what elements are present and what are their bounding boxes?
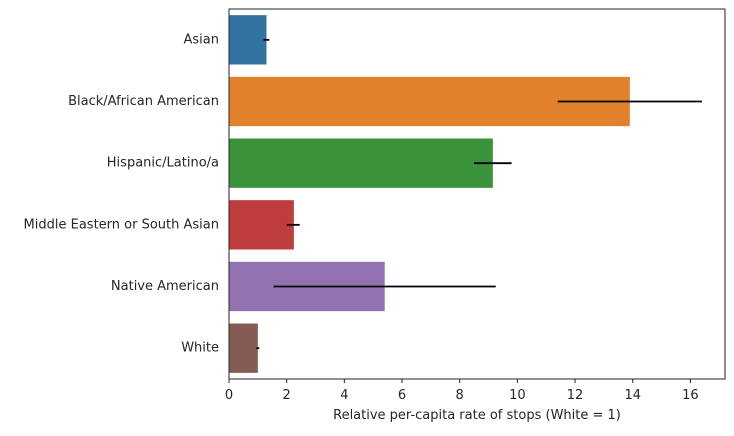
x-tick-label: 12 [567,388,584,403]
x-tick-label: 2 [283,388,291,403]
x-tick-label: 10 [509,388,526,403]
y-tick-label: Asian [184,32,219,47]
x-axis-label: Relative per-capita rate of stops (White… [333,408,621,423]
bar-white [229,323,258,373]
y-tick-label: Hispanic/Latino/a [107,156,219,171]
y-tick-label: Middle Eastern or South Asian [24,217,219,232]
x-tick-label: 16 [682,388,699,403]
x-tick-label: 4 [340,388,348,403]
x-axis-ticks: 0 2 4 6 8 10 12 14 16 [225,379,699,403]
bar-middle-eastern-or-south-asian [229,200,294,250]
x-tick-label: 14 [624,388,641,403]
y-axis-labels: Asian Black/African American Hispanic/Lati… [24,32,219,355]
x-tick-label: 0 [225,388,233,403]
bar-asian [229,15,267,65]
bar-hispanic-latino-a [229,138,493,188]
plot-frame [228,8,726,380]
y-tick-label: Native American [111,279,219,294]
y-tick-label: White [181,341,219,356]
bars-layer [229,15,630,373]
x-tick-label: 8 [456,388,464,403]
y-tick-label: Black/African American [68,94,219,109]
x-tick-label: 6 [398,388,406,403]
error-bars-layer [256,38,702,350]
